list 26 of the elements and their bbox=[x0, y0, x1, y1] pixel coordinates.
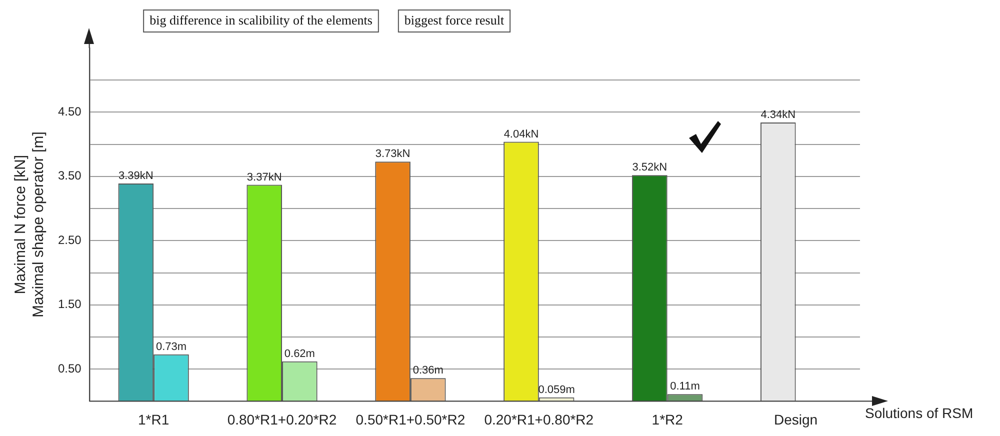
y-tick-label: 3.50 bbox=[58, 168, 82, 183]
y-tick-label: 4.50 bbox=[58, 104, 82, 119]
x-axis-title: Solutions of RSM bbox=[865, 405, 974, 422]
data-label: 3.37kN bbox=[246, 171, 282, 184]
x-tick-label: Design bbox=[774, 411, 818, 428]
x-tick-label: 0.80*R1+0.20*R2 bbox=[227, 411, 337, 428]
data-label: 0.11m bbox=[670, 380, 700, 393]
text: biggest force result bbox=[404, 12, 504, 28]
y-axis-title: Maximal N force [kN] Maximal shape operator [m] bbox=[12, 132, 48, 318]
data-label: 4.34kN bbox=[760, 109, 796, 122]
x-tick-label: 1*R1 bbox=[138, 411, 170, 428]
text: big difference in scalibility of the elements bbox=[150, 12, 372, 28]
data-label: 3.39kN bbox=[118, 170, 154, 182]
data-label: 3.52kN bbox=[632, 162, 668, 174]
data-label: 0.36m bbox=[412, 364, 444, 377]
x-tick-label: 0.20*R1+0.80*R2 bbox=[484, 411, 594, 428]
data-label: 0.059m bbox=[538, 384, 575, 396]
data-label: 3.73kN bbox=[375, 148, 410, 160]
data-label: 0.73m bbox=[156, 340, 187, 353]
y-tick-label: 2.50 bbox=[58, 232, 82, 247]
x-tick-label: 0.50*R1+0.50*R2 bbox=[356, 411, 466, 428]
data-label: 4.04kN bbox=[504, 128, 539, 140]
data-label: 0.62m bbox=[284, 348, 315, 360]
x-tick-label: 1*R2 bbox=[652, 411, 684, 428]
y-tick-label: 0.50 bbox=[58, 361, 82, 376]
y-tick-label: 1.50 bbox=[58, 297, 82, 312]
